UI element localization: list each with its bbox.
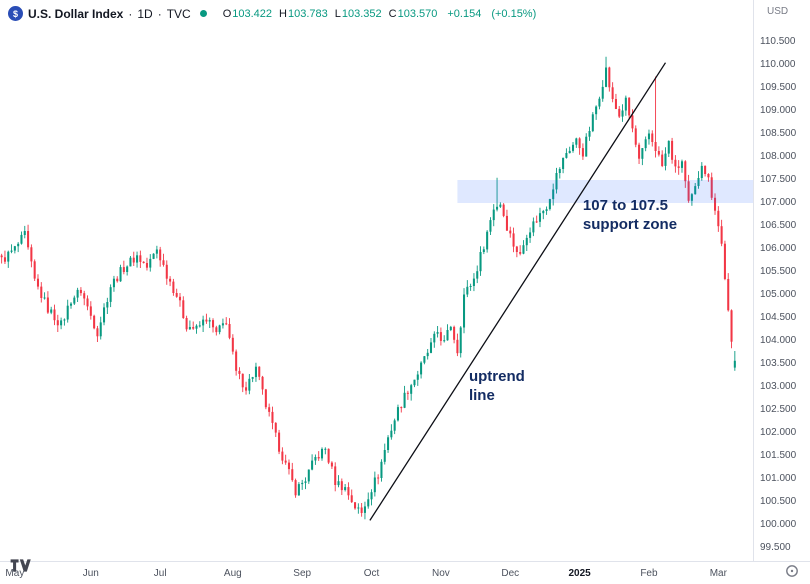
- symbol-title[interactable]: U.S. Dollar Index: [28, 6, 124, 21]
- high-label: H: [279, 7, 287, 20]
- high-value: 103.783: [287, 7, 328, 20]
- low-value: 103.352: [341, 7, 382, 20]
- price-axis-label: 104.000: [760, 335, 797, 346]
- price-axis-label: 105.500: [760, 266, 797, 277]
- price-axis-label: 103.000: [760, 381, 797, 392]
- time-axis-label: Jul: [153, 568, 167, 579]
- time-axis[interactable]: May Jun Jul Aug Sep Oct Nov Dec 2025 Feb Mar: [0, 561, 810, 584]
- circle-outline-icon: [786, 565, 798, 577]
- price-axis-label: 107.000: [760, 197, 797, 208]
- exchange-label: TVC: [166, 6, 191, 21]
- symbol-logo-icon: $: [8, 6, 23, 21]
- time-axis-label: Feb: [640, 568, 658, 579]
- support-zone-annotation[interactable]: 107 to 107.5 support zone: [583, 196, 677, 234]
- open-value: 103.422: [232, 7, 273, 20]
- time-axis-label: Jun: [82, 568, 99, 579]
- time-axis-label: Sep: [293, 568, 312, 579]
- price-axis-label: 104.500: [760, 312, 797, 323]
- price-axis-label: 102.500: [760, 404, 797, 415]
- support-zone-annotation-line2: support zone: [582, 216, 678, 234]
- support-zone-annotation-line1: 107 to 107.5: [582, 197, 668, 215]
- tradingview-logo-icon: [10, 559, 31, 572]
- ohlc-values: O 103.422 H 103.783 L 103.352 C 103.570: [216, 8, 438, 20]
- interval-label[interactable]: 1D: [137, 6, 153, 21]
- chart-canvas[interactable]: 107 to 107.5 support zone uptrend line: [0, 0, 753, 561]
- axis-currency-label: USD: [767, 6, 789, 17]
- open-label: O: [222, 7, 232, 20]
- scale-settings-icon[interactable]: [785, 564, 799, 583]
- time-axis-label: Dec: [501, 568, 520, 579]
- close-label: C: [388, 7, 397, 20]
- uptrend-line-annotation-line2: line: [468, 387, 495, 405]
- price-axis-label: 110.000: [760, 59, 796, 70]
- price-axis-label: 106.000: [760, 243, 797, 254]
- price-axis-label: 101.500: [760, 450, 797, 461]
- legend-separator: ·: [157, 6, 162, 21]
- tradingview-logo[interactable]: [10, 557, 32, 579]
- price-axis-label: 102.000: [760, 427, 797, 438]
- price-axis-label: 103.500: [760, 358, 797, 369]
- time-axis-label: Nov: [431, 568, 450, 579]
- price-axis-label: 109.500: [760, 82, 797, 93]
- price-axis-label: 106.500: [760, 220, 797, 231]
- symbol-legend: $ U.S. Dollar Index · 1D · TVC O 103.422…: [8, 6, 536, 21]
- time-axis-label: May: [5, 568, 25, 579]
- uptrend-line-annotation-line1: uptrend: [468, 368, 525, 386]
- price-axis-label: 105.000: [760, 289, 797, 300]
- price-axis-label: 99.500: [760, 542, 791, 553]
- price-axis-label: 110.500: [760, 36, 796, 47]
- price-axis-label: 100.000: [760, 519, 797, 530]
- change-percent: (+0.15%): [491, 7, 537, 20]
- change-value: +0.154: [447, 7, 482, 20]
- low-label: L: [334, 7, 341, 20]
- uptrend-line-annotation[interactable]: uptrend line: [469, 367, 525, 405]
- candlestick-plot[interactable]: [0, 0, 753, 561]
- time-axis-label: 2025: [568, 568, 591, 579]
- legend-separator: ·: [128, 6, 133, 21]
- price-axis-label: 100.500: [760, 496, 797, 507]
- time-axis-label: Aug: [223, 568, 242, 579]
- time-axis-label: Oct: [363, 568, 380, 579]
- price-axis-label: 101.000: [760, 473, 797, 484]
- price-axis-label: 108.500: [760, 128, 797, 139]
- price-axis[interactable]: 110.500 110.000 109.500 109.000 108.500 108.0…: [753, 0, 810, 561]
- price-axis-label: 108.000: [760, 151, 797, 162]
- close-value: 103.570: [397, 7, 438, 20]
- price-axis-label: 109.000: [760, 105, 797, 116]
- time-axis-label: Mar: [709, 568, 727, 579]
- price-axis-label: 107.500: [760, 174, 797, 185]
- market-status-dot-icon: [199, 10, 207, 17]
